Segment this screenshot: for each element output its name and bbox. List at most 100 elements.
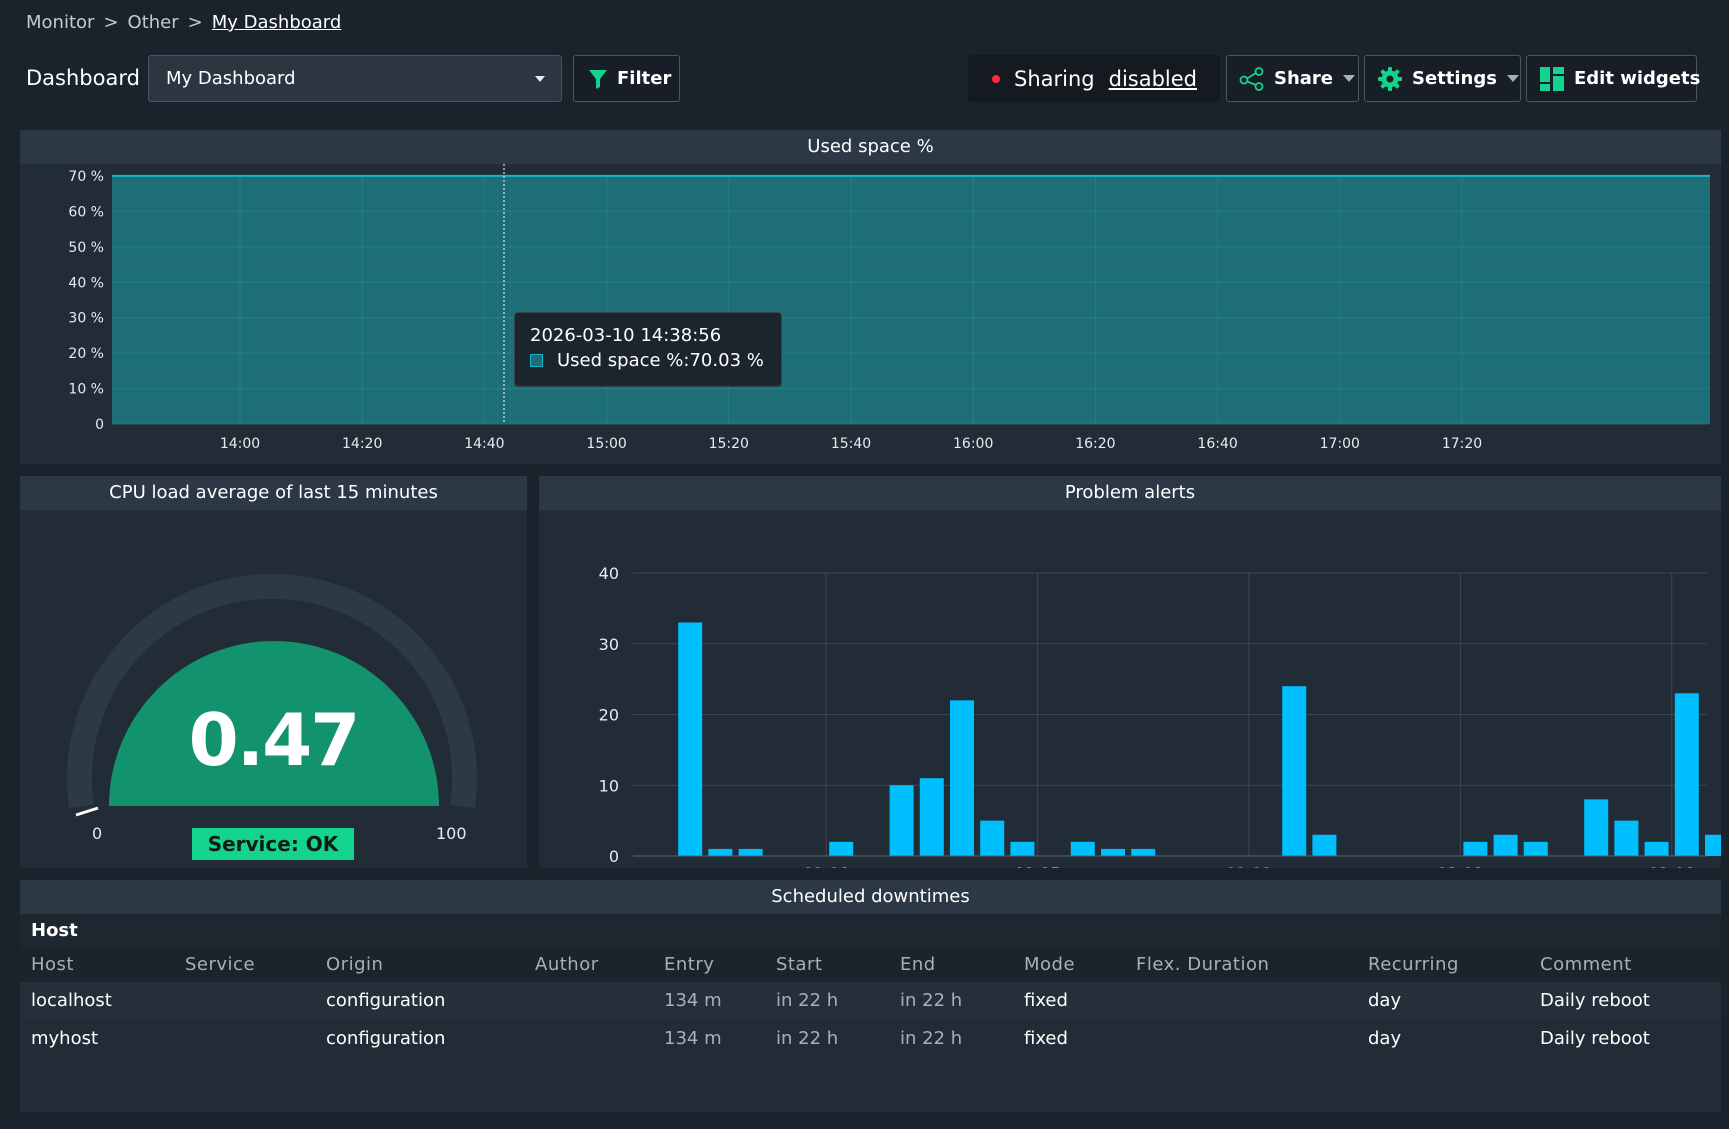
cell-host[interactable]: myhost [31,1028,99,1049]
x-tick-label: 15:20 [709,436,749,452]
breadcrumb-item-other[interactable]: Other [127,12,179,33]
sharing-label: Sharing [1014,66,1095,91]
funnel-icon [588,68,608,90]
x-tick-label: 17:00 [1320,436,1360,452]
table-header: Host Service Origin Author Entry Start E… [20,947,1721,982]
bar [738,848,763,856]
bar [1312,834,1337,856]
cell-recurring: day [1368,990,1402,1011]
breadcrumb-current[interactable]: My Dashboard [211,12,342,33]
column-header-comment[interactable]: Comment [1540,954,1632,975]
tooltip-value: 70.03 % [689,350,764,371]
problem-alerts-widget: Problem alerts 01020304002-0802-1502-220… [539,476,1721,868]
used-space-widget: Used space % 70 % 60 % 50 % 40 % 30 % 20 % 10 … [20,130,1721,464]
bar [919,778,944,856]
tooltip-colon: : [683,350,690,371]
bar [950,700,974,856]
y-tick-label: 0 [609,847,619,866]
cell-comment: Daily reboot [1540,990,1650,1011]
column-header-end[interactable]: End [900,954,936,975]
breadcrumb-separator: > [103,12,119,33]
caret-down-icon [1506,75,1519,82]
share-button-label: Share [1274,68,1334,89]
filter-button-label: Filter [617,68,672,89]
y-tick-label: 60 % [68,204,104,220]
x-tick-label: 14:20 [342,436,382,452]
bar [1674,693,1699,856]
breadcrumb-item-monitor[interactable]: Monitor [26,12,95,33]
y-tick-label: 40 % [68,275,104,291]
cpu-load-widget: CPU load average of last 15 minutes 0.47… [20,476,527,868]
y-tick-label: 70 % [68,169,104,185]
used-space-chart[interactable]: 70 % 60 % 50 % 40 % 30 % 20 % 10 % 0 14:00 14:20 1… [20,164,1721,464]
widgets-icon [1539,66,1565,92]
bar [1010,841,1035,856]
edit-widgets-label: Edit widgets [1574,68,1701,89]
column-header-entry[interactable]: Entry [664,954,715,975]
dashboard-select[interactable]: My Dashboard [148,55,562,102]
x-tick-label: 14:40 [464,436,504,452]
column-header-author[interactable]: Author [535,954,599,975]
bar [678,622,703,856]
widget-title: Scheduled downtimes [20,880,1721,914]
column-header-host[interactable]: Host [31,954,74,975]
filter-button[interactable]: Filter [573,55,680,102]
bar [829,841,854,856]
y-tick-label: 40 [599,564,619,583]
edit-widgets-button[interactable]: Edit widgets [1526,55,1701,102]
dashboard-label: Dashboard [26,66,140,90]
cell-host[interactable]: localhost [31,990,112,1011]
bar [1614,820,1639,856]
breadcrumb: Monitor > Other > My Dashboard [26,12,341,33]
y-tick-label: 30 [599,635,619,654]
problem-alerts-chart[interactable]: 0 10 20 30 40 02-08 02-15 02-22 03-01 03-08 [539,510,1721,868]
column-header-mode[interactable]: Mode [1024,954,1076,975]
cell-mode: fixed [1024,1028,1068,1049]
column-header-origin[interactable]: Origin [326,954,384,975]
cell-comment: Daily reboot [1540,1028,1650,1049]
caret-down-icon [1343,75,1356,82]
settings-button-label: Settings [1412,68,1497,89]
cell-start: in 22 h [776,1028,839,1049]
y-tick-label: 20 % [68,346,104,362]
cell-end: in 22 h [900,1028,963,1049]
bar [980,820,1005,856]
column-header-service[interactable]: Service [185,954,256,975]
table-row[interactable]: myhost configuration 134 m in 22 h in 22… [20,1020,1721,1058]
widget-title: Used space % [20,130,1721,164]
bar [1131,848,1156,856]
x-tick-label: 16:40 [1197,436,1237,452]
cell-entry: 134 m [664,1028,722,1049]
gauge-min: 0 [92,824,103,843]
share-icon [1239,66,1265,91]
x-tick-label: 15:40 [831,436,871,452]
tooltip-series: Used space % [557,350,684,371]
y-tick-label: 10 % [68,382,104,398]
cell-end: in 22 h [900,990,963,1011]
y-tick-label: 50 % [68,240,104,256]
column-header-start[interactable]: Start [776,954,823,975]
bar [1282,686,1307,856]
status-badge[interactable]: Service: OK [192,828,354,860]
bar [1584,799,1609,856]
x-tick-label: 02-15 [1014,864,1061,868]
bar [1101,848,1125,856]
share-button[interactable]: Share [1226,55,1359,102]
gauge-track [67,573,477,809]
bar [1463,841,1488,856]
tooltip-time: 2026-03-10 14:38:56 [530,325,722,346]
sharing-state-link[interactable]: disabled [1108,66,1198,91]
x-tick-label: 15:00 [586,436,626,452]
y-tick-label: 10 [599,776,619,795]
table-row[interactable]: localhost configuration 134 m in 22 h in… [20,982,1721,1020]
column-header-flex-duration[interactable]: Flex. Duration [1136,954,1270,975]
settings-button[interactable]: Settings [1364,55,1521,102]
x-tick-label: 14:00 [220,436,260,452]
legend-swatch [530,354,543,367]
widget-title: Problem alerts [539,476,1721,510]
status-dot-icon [992,74,1000,83]
dashboard-select-value: My Dashboard [166,68,296,89]
cpu-gauge [67,573,477,817]
cell-start: in 22 h [776,990,839,1011]
column-header-recurring[interactable]: Recurring [1368,954,1459,975]
